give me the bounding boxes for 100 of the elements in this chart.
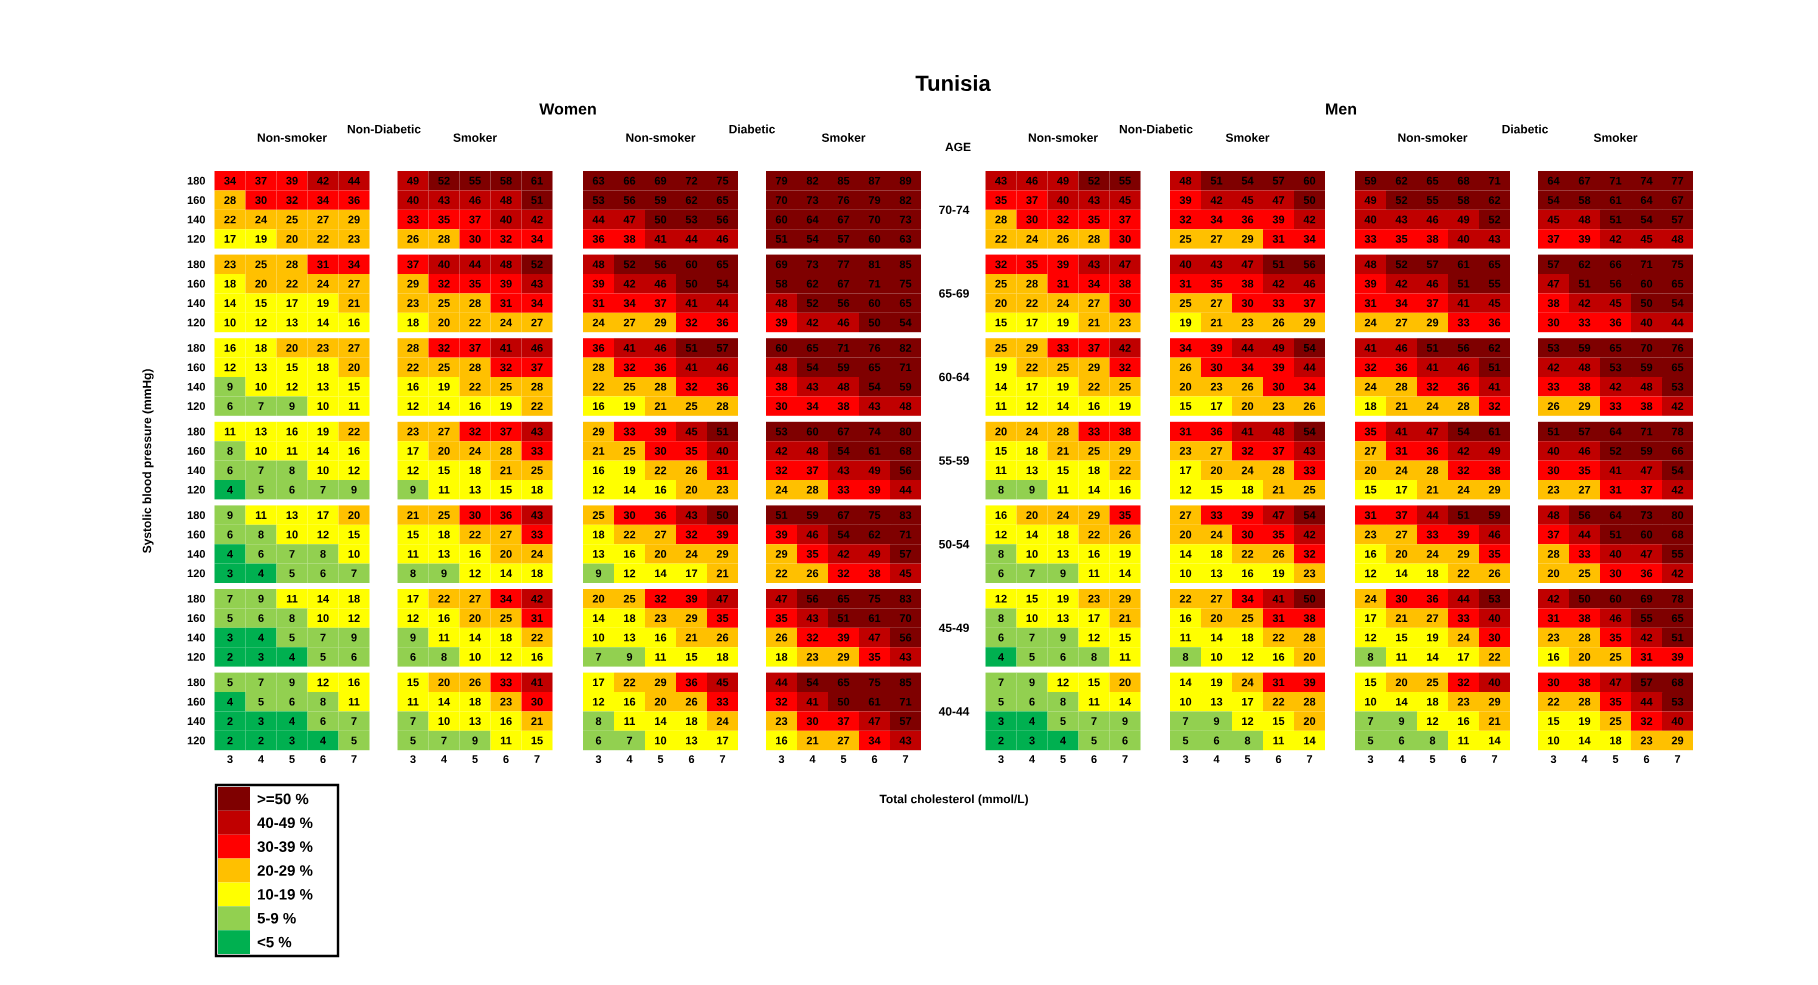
data-label: 39 xyxy=(1241,511,1254,520)
data-label: 73 xyxy=(1640,511,1653,520)
data-label: 76 xyxy=(1671,344,1684,352)
data-label: 42 xyxy=(531,215,543,224)
data-label: 60 xyxy=(1303,176,1316,185)
data-label: 47 xyxy=(1119,260,1131,269)
data-label: 11 xyxy=(500,736,512,745)
data-label: 2 xyxy=(998,736,1004,745)
text: 60-64 xyxy=(939,372,970,382)
data-label: 17 xyxy=(1211,402,1223,410)
data-label: 31 xyxy=(1364,511,1377,520)
data-label: 3 xyxy=(258,653,264,661)
data-label: 45 xyxy=(685,427,698,436)
data-label: 57 xyxy=(899,550,912,558)
data-label: 6 xyxy=(258,550,264,558)
data-label: 6 xyxy=(289,485,295,494)
data-label: 33 xyxy=(1426,530,1439,539)
data-label: 53 xyxy=(1671,382,1684,391)
data-label: 29 xyxy=(407,279,419,288)
data-label: 37 xyxy=(1640,485,1653,494)
data-label: 15 xyxy=(995,318,1007,327)
data-label: 15 xyxy=(255,299,267,307)
data-label: 8 xyxy=(289,466,295,475)
data-label: 67 xyxy=(837,215,850,224)
chart-title: Smoker xyxy=(453,133,497,142)
data-label: 37 xyxy=(654,299,667,307)
data-label: 29 xyxy=(1488,485,1501,494)
data-label: 23 xyxy=(407,427,419,436)
y-tick-label: 140 xyxy=(187,466,205,475)
data-label: 56 xyxy=(837,299,850,307)
data-label: 15 xyxy=(1365,485,1377,494)
data-label: 6 xyxy=(1122,736,1128,745)
data-label: 40 xyxy=(500,215,512,224)
data-label: 71 xyxy=(899,697,912,706)
data-label: 39 xyxy=(1272,215,1285,224)
data-label: 10 xyxy=(317,402,329,410)
data-label: 80 xyxy=(899,427,912,436)
data-label: 21 xyxy=(1426,485,1439,494)
data-label: 18 xyxy=(531,569,543,578)
data-label: 19 xyxy=(1427,633,1439,642)
data-label: 9 xyxy=(258,594,264,603)
data-label: 11 xyxy=(1119,653,1131,661)
chart-title: Smoker xyxy=(821,133,866,142)
data-label: 71 xyxy=(837,344,850,352)
data-label: 25 xyxy=(1609,653,1622,661)
data-label: 11 xyxy=(995,466,1007,475)
data-label: 10 xyxy=(224,318,236,327)
data-label: 36 xyxy=(1426,594,1439,603)
data-label: 40 xyxy=(1547,447,1560,455)
data-label: 7 xyxy=(227,594,233,603)
data-label: 25 xyxy=(623,447,636,455)
data-label: 25 xyxy=(592,511,605,519)
data-label: 25 xyxy=(1303,485,1316,494)
x-tick-label: 3 xyxy=(227,755,233,764)
data-label: 65 xyxy=(837,678,850,687)
x-tick-label: 6 xyxy=(1091,755,1097,764)
chart-title: Smoker xyxy=(1225,133,1270,142)
data-label: 56 xyxy=(1609,279,1622,288)
data-label: 29 xyxy=(685,614,698,622)
data-label: 27 xyxy=(1578,485,1591,494)
data-label: 67 xyxy=(837,511,850,519)
data-label: 32 xyxy=(837,569,850,578)
data-label: 29 xyxy=(1241,235,1254,243)
data-label: 42 xyxy=(1210,196,1223,204)
x-tick-label: 5 xyxy=(657,755,664,763)
data-label: 34 xyxy=(1179,343,1192,352)
data-label: 5 xyxy=(351,736,357,745)
y-tick-label: 120 xyxy=(187,235,205,243)
data-label: 21 xyxy=(407,511,419,519)
data-label: 24 xyxy=(1057,299,1070,307)
text: Diabetic xyxy=(1502,124,1549,134)
data-label: 40 xyxy=(716,447,729,455)
data-label: 21 xyxy=(1488,717,1501,725)
data-label: 69 xyxy=(775,260,788,269)
data-label: 24 xyxy=(1026,235,1039,243)
data-label: 54 xyxy=(1640,215,1653,224)
data-label: 20 xyxy=(438,447,450,455)
data-label: 59 xyxy=(837,363,850,372)
data-label: 35 xyxy=(1395,234,1408,243)
chart-title: Non-smoker xyxy=(257,133,327,142)
data-label: 24 xyxy=(1364,594,1377,603)
data-label: 48 xyxy=(1578,215,1591,224)
data-label: 19 xyxy=(255,235,267,243)
y-tick-label: 180 xyxy=(187,427,205,436)
data-label: 15 xyxy=(1026,594,1038,603)
data-label: 24 xyxy=(1241,678,1254,687)
data-label: 18 xyxy=(1610,736,1622,745)
data-label: 50 xyxy=(1578,594,1591,603)
data-label: 52 xyxy=(438,176,450,185)
data-label: 8 xyxy=(998,550,1004,558)
data-label: 56 xyxy=(899,633,912,642)
data-label: 4 xyxy=(1060,736,1067,745)
data-label: 39 xyxy=(286,176,298,185)
data-label: 34 xyxy=(1088,279,1101,288)
data-label: 10 xyxy=(655,736,667,745)
data-label: 19 xyxy=(1057,382,1069,391)
data-label: 43 xyxy=(1303,446,1316,455)
data-label: 42 xyxy=(531,594,543,603)
data-label: 57 xyxy=(1578,427,1591,436)
data-label: 71 xyxy=(899,363,912,372)
